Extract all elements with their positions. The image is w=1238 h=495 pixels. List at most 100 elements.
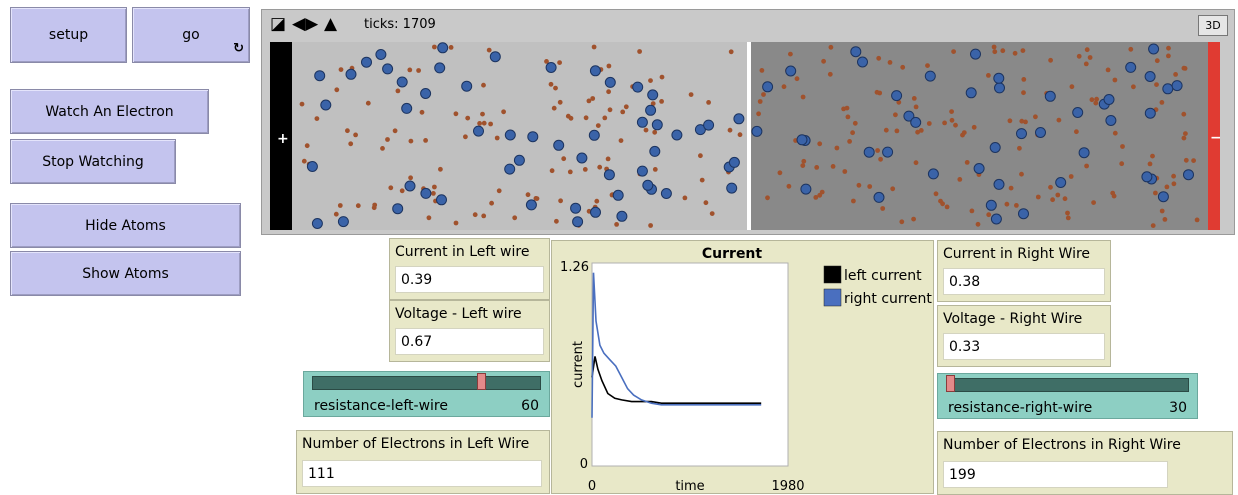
current-plot[interactable]: Current 1.26 0 current 0 1980 time left current…	[551, 240, 934, 494]
electrons-right-label: Number of Electrons in Right Wire	[943, 437, 1181, 453]
atom	[333, 211, 339, 217]
atom	[878, 156, 883, 162]
electron	[572, 216, 584, 228]
horizontal-arrows-icon[interactable]: ◀▶	[292, 14, 319, 34]
atom	[900, 64, 906, 70]
atom	[875, 148, 880, 153]
electron	[994, 82, 1005, 94]
atom	[1183, 131, 1188, 136]
atom	[698, 153, 703, 159]
3d-button[interactable]: 3D	[1198, 15, 1228, 36]
electron	[1018, 208, 1029, 220]
atom	[1105, 67, 1111, 73]
atom	[890, 186, 896, 192]
atom	[975, 221, 981, 227]
electron	[863, 146, 875, 158]
electron	[857, 56, 868, 68]
atom	[949, 117, 955, 123]
atom	[1014, 203, 1019, 208]
stop-watching-button[interactable]: Stop Watching	[10, 139, 176, 184]
atom	[365, 100, 371, 106]
resistance-right-track[interactable]	[946, 378, 1189, 392]
atom	[438, 166, 443, 172]
atom	[1171, 173, 1176, 179]
atom	[590, 96, 596, 101]
atom	[688, 92, 694, 97]
electron	[733, 113, 745, 125]
electron	[703, 119, 715, 131]
atom	[486, 47, 492, 53]
atom	[1048, 57, 1053, 63]
atom	[489, 200, 494, 206]
atom	[1035, 194, 1041, 200]
atom	[591, 44, 597, 50]
electron	[660, 188, 672, 199]
resistance-right-handle[interactable]	[946, 375, 955, 392]
atom	[828, 44, 834, 50]
atom	[606, 89, 611, 95]
atom	[821, 58, 826, 64]
atom	[594, 198, 600, 204]
atom	[709, 211, 715, 217]
electron	[473, 125, 484, 137]
resistance-right-slider[interactable]: resistance-right-wire 30	[937, 373, 1198, 419]
atom	[880, 206, 886, 211]
resistance-left-track[interactable]	[312, 376, 541, 390]
electron	[589, 65, 601, 77]
electron	[726, 182, 738, 194]
atom	[847, 139, 852, 144]
atom	[583, 115, 589, 121]
go-button[interactable]: go ↻	[132, 7, 250, 63]
electron	[513, 154, 525, 166]
atom	[1150, 223, 1156, 229]
show-atoms-button[interactable]: Show Atoms	[10, 251, 241, 296]
atom	[1065, 210, 1070, 216]
electron	[645, 104, 657, 116]
atom	[1154, 58, 1160, 64]
electron	[1157, 191, 1169, 203]
atom	[453, 220, 459, 226]
setup-button[interactable]: setup	[10, 7, 127, 63]
atom	[940, 201, 945, 207]
atom	[845, 114, 851, 120]
atom	[851, 198, 856, 204]
atom	[1166, 45, 1171, 51]
vertical-arrows-icon[interactable]: ▲	[324, 14, 338, 34]
electron	[1072, 107, 1084, 118]
voltage-right-monitor: Voltage - Right Wire 0.33	[937, 305, 1111, 367]
electron	[985, 199, 997, 211]
electron	[903, 110, 915, 122]
y-tick-min: 0	[580, 457, 588, 472]
atom	[525, 192, 531, 198]
atom	[800, 94, 806, 100]
atom	[728, 49, 734, 55]
atom	[727, 127, 733, 133]
atom	[911, 216, 916, 222]
atom	[800, 163, 806, 168]
atom	[1023, 119, 1028, 125]
atom	[913, 160, 919, 166]
atom	[659, 74, 665, 80]
atom	[494, 135, 500, 141]
atom	[561, 156, 567, 162]
y-axis-label: current	[571, 341, 586, 388]
atom	[558, 198, 563, 204]
edge-wrap-icon[interactable]: ◪	[270, 14, 287, 34]
3d-label: 3D	[1205, 19, 1221, 32]
watch-electron-button[interactable]: Watch An Electron	[10, 89, 209, 134]
go-label: go	[182, 27, 200, 43]
resistance-left-slider[interactable]: resistance-left-wire 60	[303, 371, 550, 417]
x-axis-label: time	[675, 479, 704, 493]
electron	[527, 131, 539, 143]
hide-atoms-button[interactable]: Hide Atoms	[10, 203, 241, 248]
electron	[1055, 177, 1067, 188]
electron	[1144, 71, 1156, 82]
resistance-left-handle[interactable]	[477, 373, 486, 390]
atom	[586, 98, 592, 104]
plus-sign: +	[277, 131, 289, 147]
world-view[interactable]: ◪ ◀▶ ▲ ticks: 1709 3D + −	[261, 9, 1235, 235]
resistance-left-label: resistance-left-wire	[314, 398, 448, 414]
electron	[1171, 80, 1183, 92]
atom	[1007, 118, 1013, 124]
atom	[1021, 90, 1026, 96]
